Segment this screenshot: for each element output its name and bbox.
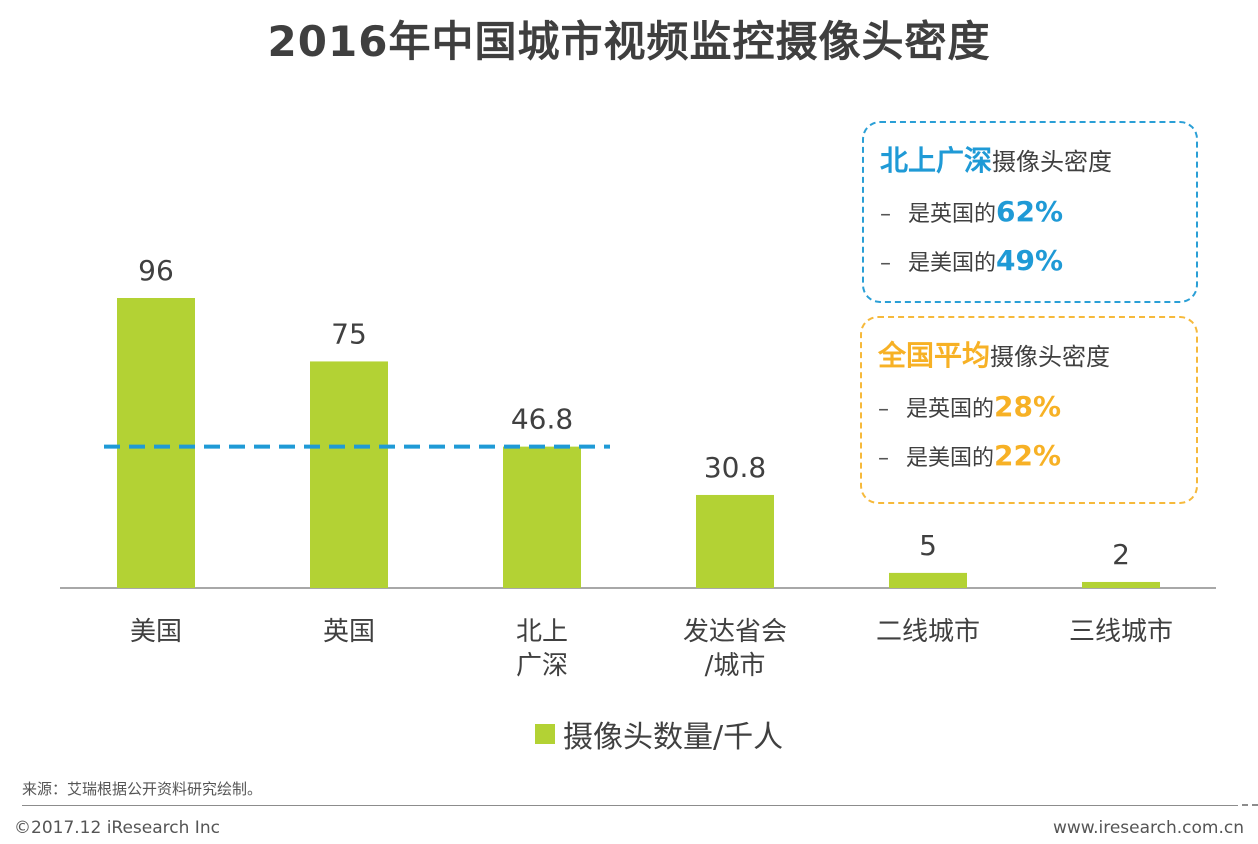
dash-marker: –: [880, 251, 891, 276]
callout-line-text: 是英国的: [908, 202, 997, 227]
page-title: 2016年中国城市视频监控摄像头密度: [267, 17, 991, 66]
callout-line-us: – 是美国的22%: [878, 439, 1180, 472]
callout-line-value: 49%: [996, 244, 1064, 277]
callout-highlight: 北上广深: [880, 144, 993, 177]
category-label: 二线城市: [876, 617, 980, 647]
source-note: 来源：艾瑞根据公开资料研究绘制。: [22, 780, 263, 798]
bar: [1082, 581, 1160, 588]
website-url: www.iresearch.com.cn: [1052, 818, 1244, 838]
bar: [310, 361, 388, 588]
callout-line-value: 28%: [994, 390, 1062, 423]
callout-national-average: 全国平均摄像头密度 – 是英国的28% – 是美国的22%: [860, 316, 1198, 504]
bar-chart: 96 美国 75 英国 46.8 北上广深 30.8 发达省会/城市 5 二线城市 2 三线城市: [60, 254, 1216, 681]
category-label: 英国: [323, 617, 375, 647]
callout-heading: 全国平均摄像头密度: [878, 334, 1180, 374]
callout-heading: 北上广深摄像头密度: [880, 139, 1180, 179]
bar: [696, 494, 774, 588]
callout-suffix: 摄像头密度: [992, 148, 1113, 176]
data-label: 96: [138, 254, 174, 287]
dash-marker: –: [878, 397, 889, 422]
callout-line-text: 是英国的: [906, 397, 995, 422]
legend-swatch: [535, 724, 555, 744]
callout-line-value: 22%: [994, 439, 1062, 472]
callout-line-us: – 是美国的49%: [880, 244, 1180, 277]
bar: [503, 446, 581, 588]
callout-beishangguangshen: 北上广深摄像头密度 – 是英国的62% – 是美国的49%: [862, 121, 1198, 303]
callout-suffix: 摄像头密度: [990, 343, 1111, 371]
data-label: 75: [331, 317, 367, 350]
callout-line-text: 是美国的: [908, 251, 997, 276]
category-label: 北上: [516, 617, 568, 647]
dash-marker: –: [880, 202, 891, 227]
data-label: 46.8: [511, 403, 573, 436]
copyright: ©2017.12 iResearch Inc: [14, 818, 220, 838]
bar: [889, 572, 967, 588]
footer-divider: [22, 805, 1238, 806]
callout-highlight: 全国平均: [878, 339, 991, 372]
footer-divider-tick: [1242, 804, 1258, 808]
legend-label: 摄像头数量/千人: [563, 720, 784, 755]
category-label: /城市: [705, 651, 766, 681]
callout-line-value: 62%: [996, 195, 1064, 228]
callout-line-uk: – 是英国的28%: [878, 390, 1180, 423]
data-label: 5: [919, 529, 937, 562]
category-label: 广深: [516, 651, 568, 681]
chart-legend: 摄像头数量/千人: [535, 712, 783, 756]
dash-marker: –: [878, 446, 889, 471]
data-label: 2: [1112, 538, 1130, 571]
callout-line-uk: – 是英国的62%: [880, 195, 1180, 228]
bar: [117, 298, 195, 588]
category-label: 美国: [130, 617, 182, 647]
category-label: 三线城市: [1069, 617, 1173, 647]
callout-line-text: 是美国的: [906, 446, 995, 471]
category-label: 发达省会: [683, 617, 787, 647]
data-label: 30.8: [704, 451, 766, 484]
